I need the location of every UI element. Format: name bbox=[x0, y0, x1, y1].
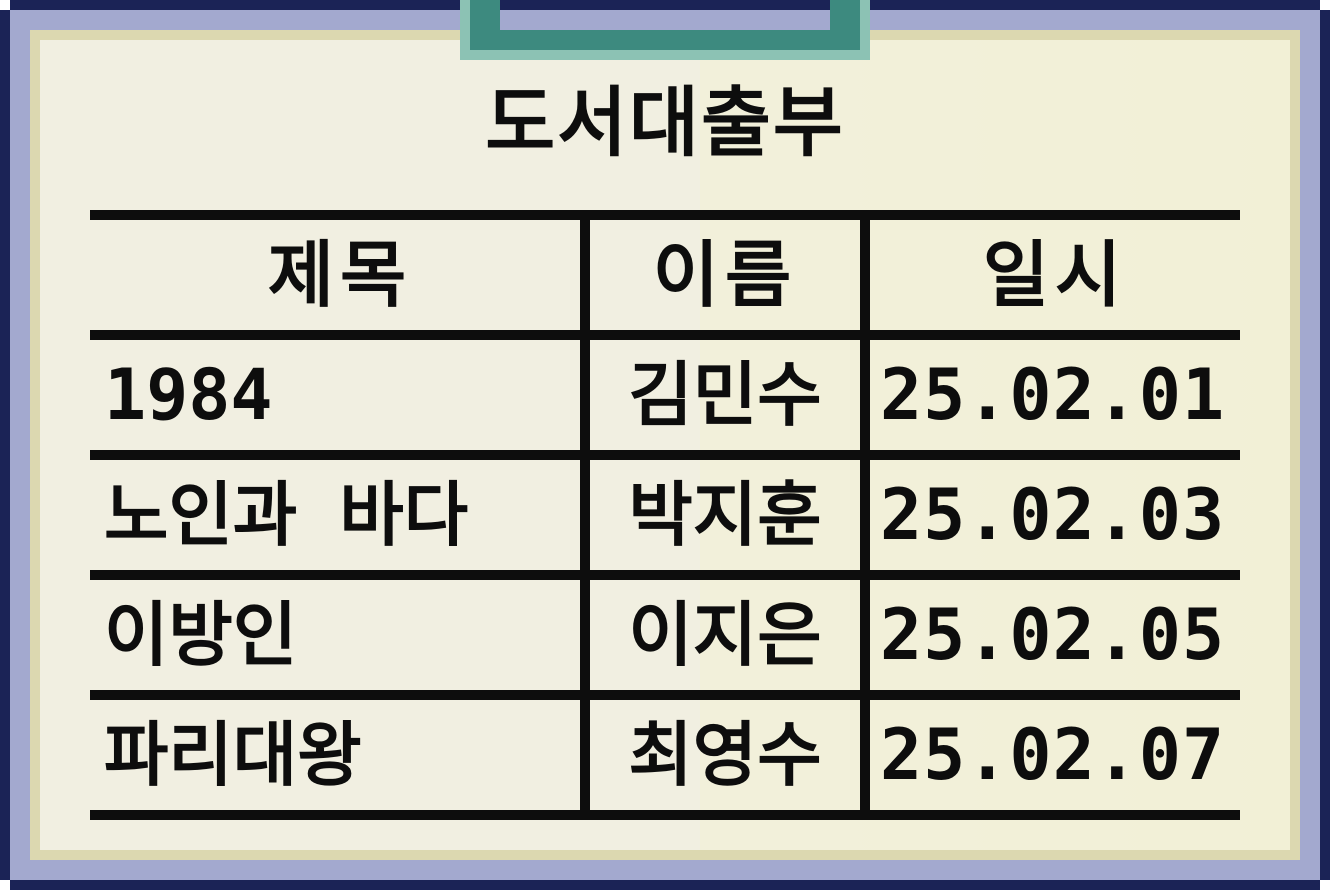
column-header-title: 제목 bbox=[267, 233, 413, 317]
row2-name: 박지훈 bbox=[628, 474, 822, 556]
row4-title: 파리대왕 bbox=[104, 714, 362, 796]
paper-shade bbox=[700, 40, 1290, 850]
row1-name: 김민수 bbox=[628, 354, 822, 436]
table-rule-row2 bbox=[90, 570, 1240, 580]
column-header-date: 일시 bbox=[982, 233, 1128, 317]
table-rule-row3 bbox=[90, 690, 1240, 700]
column-header-name: 이름 bbox=[652, 233, 798, 317]
ledger-title: 도서대출부 bbox=[485, 78, 845, 167]
row4-name: 최영수 bbox=[628, 714, 822, 796]
table-divider-2 bbox=[860, 210, 870, 820]
row1-date: 25.02.01 bbox=[880, 354, 1226, 436]
table-rule-header bbox=[90, 330, 1240, 340]
row1-title: 1984 bbox=[104, 354, 273, 436]
table-rule-row1 bbox=[90, 450, 1240, 460]
row4-date: 25.02.07 bbox=[880, 714, 1226, 796]
row2-date: 25.02.03 bbox=[880, 474, 1226, 556]
row2-title: 노인과 바다 bbox=[104, 474, 469, 556]
row3-name: 이지은 bbox=[628, 594, 822, 676]
table-rule-bottom bbox=[90, 810, 1240, 820]
clipboard-clip-top bbox=[500, 0, 830, 10]
table-divider-1 bbox=[580, 210, 590, 820]
table-rule-top bbox=[90, 210, 1240, 220]
row3-title: 이방인 bbox=[104, 594, 298, 676]
row3-date: 25.02.05 bbox=[880, 594, 1226, 676]
